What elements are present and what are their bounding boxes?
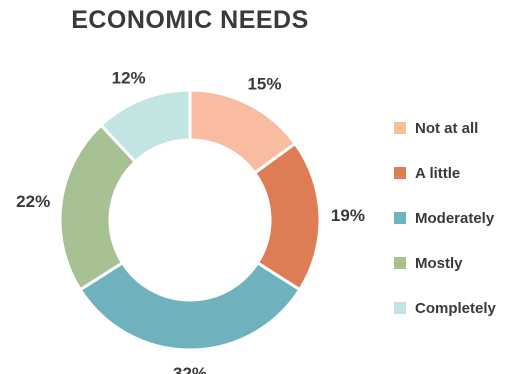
legend-label-mostly: Mostly <box>415 254 463 272</box>
value-label-moderately: 32% <box>173 364 207 374</box>
slice-moderately <box>78 260 302 352</box>
value-label-a-little: 19% <box>331 206 365 225</box>
legend-swatch-moderately <box>394 212 406 224</box>
legend-swatch-completely <box>394 302 406 314</box>
value-label-completely: 12% <box>112 69 146 88</box>
legend-item-not-at-all: Not at all <box>394 117 496 139</box>
legend-label-a-little: A little <box>415 164 461 182</box>
value-label-not-at-all: 15% <box>247 75 281 94</box>
legend-item-mostly: Mostly <box>394 252 496 274</box>
legend-label-not-at-all: Not at all <box>415 119 479 137</box>
legend-swatch-a-little <box>394 167 406 179</box>
slice-completely <box>98 88 192 164</box>
legend-label-moderately: Moderately <box>415 209 495 227</box>
legend-swatch-not-at-all <box>394 122 406 134</box>
legend-swatch-mostly <box>394 257 406 269</box>
legend: Not at all A little Moderately Mostly Co… <box>394 117 496 342</box>
chart-title: ECONOMIC NEEDS <box>71 6 309 34</box>
legend-item-a-little: A little <box>394 162 496 184</box>
value-label-mostly: 22% <box>16 192 50 211</box>
legend-item-moderately: Moderately <box>394 207 496 229</box>
legend-item-completely: Completely <box>394 297 496 319</box>
legend-label-completely: Completely <box>415 299 496 317</box>
